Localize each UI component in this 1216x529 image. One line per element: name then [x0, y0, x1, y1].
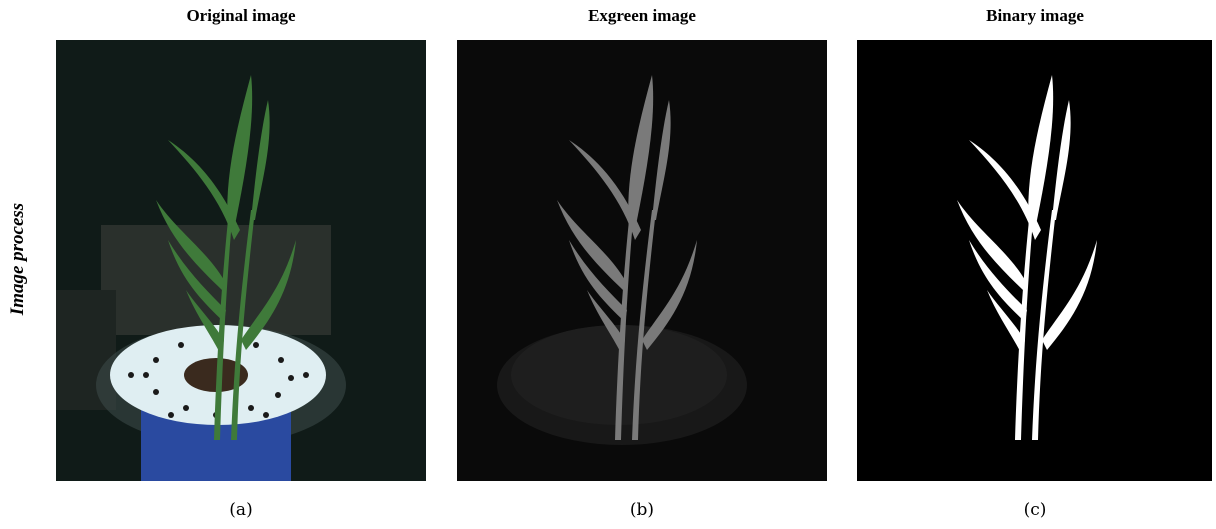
panel-title: Binary image	[850, 6, 1216, 26]
panel-caption: (a)	[56, 500, 426, 520]
exgreen-image	[457, 40, 827, 481]
panel-title: Exgreen image	[457, 6, 827, 26]
panel-caption: (c)	[850, 500, 1216, 520]
figure: {"side_label": "Image process", "panels"…	[0, 0, 1216, 529]
original-image	[56, 40, 426, 481]
panel-title: Original image	[56, 6, 426, 26]
side-label: Image process	[7, 179, 29, 339]
panel-caption: (b)	[457, 500, 827, 520]
binary-image	[857, 40, 1212, 481]
